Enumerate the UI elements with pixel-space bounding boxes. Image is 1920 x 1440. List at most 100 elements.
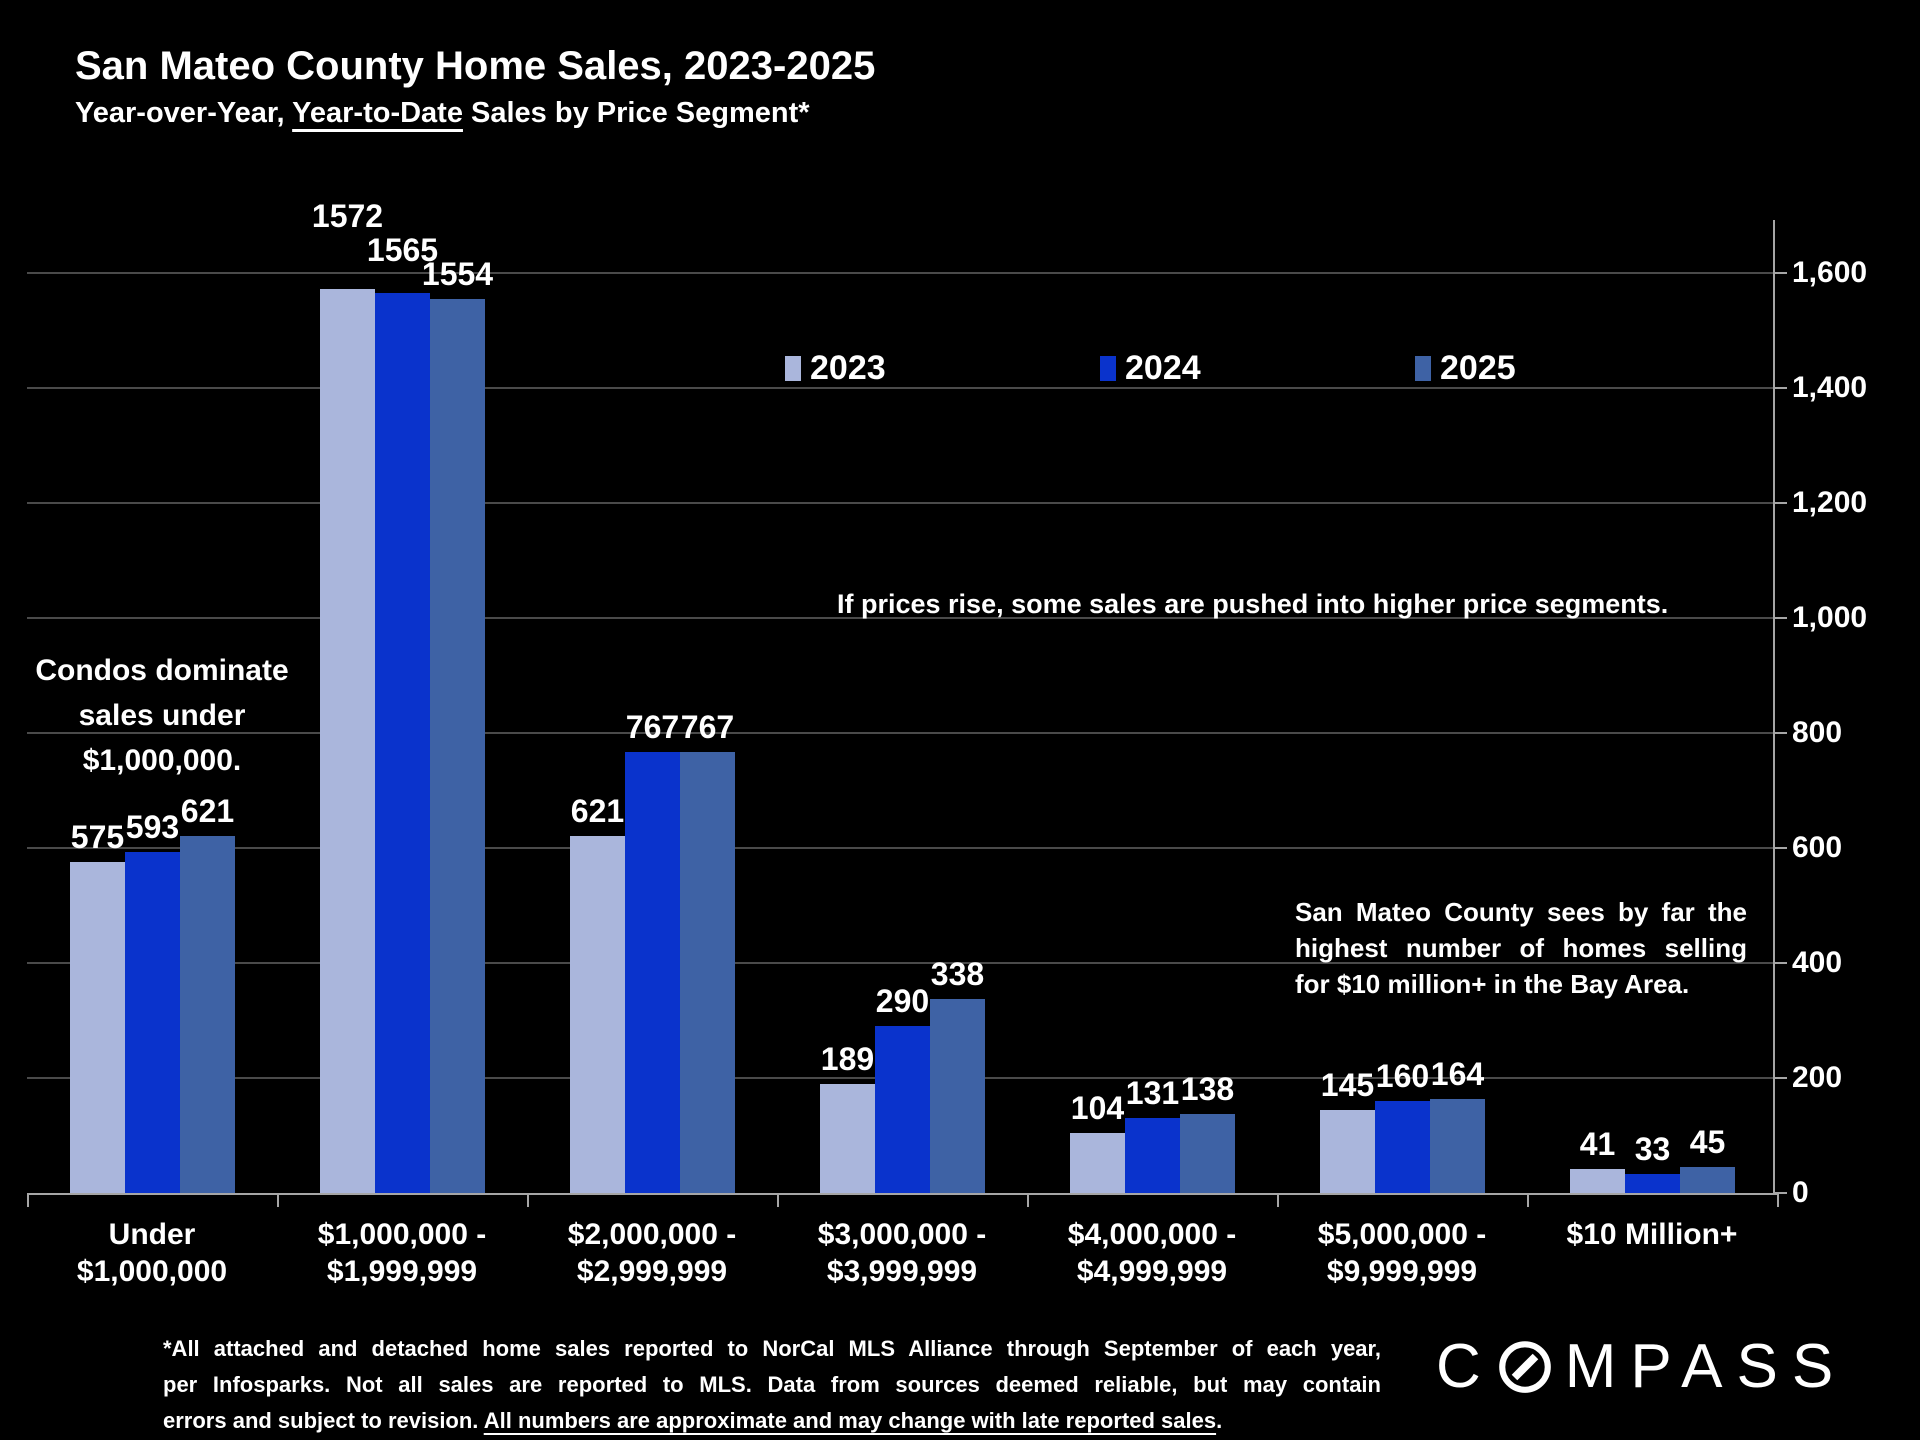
x-tick-2 bbox=[527, 1195, 529, 1207]
annotation-condos-line3: $1,000,000. bbox=[82, 744, 242, 777]
subtitle-prefix: Year-over-Year, bbox=[75, 97, 293, 129]
category-line: $1,999,999 bbox=[326, 1255, 478, 1288]
bar-value-2025-group5: 138 bbox=[1180, 1071, 1235, 1107]
category-label-7: $10 Million+ bbox=[1567, 1216, 1738, 1253]
category-label-3: $2,000,000 - $2,999,999 bbox=[568, 1216, 736, 1290]
x-axis-line bbox=[27, 1193, 1779, 1195]
category-line: $3,000,000 - bbox=[817, 1218, 987, 1251]
bar-2024-group7 bbox=[1625, 1174, 1680, 1193]
category-line: $4,999,999 bbox=[1076, 1255, 1228, 1288]
category-line: $4,000,000 - bbox=[1067, 1218, 1237, 1251]
annotation-ten-line2: highest number of homes selling bbox=[1295, 933, 1747, 963]
annotation-condos: Condos dominate sales under $1,000,000. bbox=[33, 648, 291, 783]
bar-2023-group3 bbox=[570, 836, 625, 1193]
x-tick-1 bbox=[277, 1195, 279, 1207]
footnote-line3-underlined: All numbers are approximate and may chan… bbox=[483, 1408, 1217, 1433]
bar-2025-group7 bbox=[1680, 1167, 1735, 1193]
y-axis-label-200: 200 bbox=[1792, 1061, 1843, 1094]
bar-value-2025-group6: 164 bbox=[1430, 1056, 1485, 1092]
y-axis-label-0: 0 bbox=[1792, 1176, 1809, 1209]
bar-2025-group3 bbox=[680, 752, 735, 1193]
footnote-line1: *All attached and detached home sales re… bbox=[163, 1336, 1381, 1361]
category-label-6: $5,000,000 - $9,999,999 bbox=[1318, 1216, 1486, 1290]
category-line: Under bbox=[108, 1218, 196, 1251]
category-line: $9,999,999 bbox=[1326, 1255, 1478, 1288]
legend-swatch-2023 bbox=[785, 355, 801, 381]
bar-2025-group6 bbox=[1430, 1099, 1485, 1193]
category-label-5: $4,000,000 - $4,999,999 bbox=[1068, 1216, 1236, 1290]
x-tick-6 bbox=[1527, 1195, 1529, 1207]
bar-value-2024-group5: 131 bbox=[1125, 1075, 1180, 1111]
y-axis-label-1,400: 1,400 bbox=[1792, 371, 1868, 404]
bar-2023-group5 bbox=[1070, 1133, 1125, 1193]
bar-value-2024-group6: 160 bbox=[1375, 1058, 1430, 1094]
bar-2023-group2 bbox=[320, 289, 375, 1193]
gridline-1400 bbox=[27, 387, 1773, 389]
bar-2025-group2 bbox=[430, 299, 485, 1193]
logo-letters-mpass: MPASS bbox=[1564, 1332, 1848, 1401]
y-tick-400 bbox=[1773, 962, 1787, 964]
subtitle-suffix: Sales by Price Segment* bbox=[462, 97, 810, 129]
bar-value-2023-group2: 1572 bbox=[311, 198, 384, 234]
legend-label-2023: 2023 bbox=[810, 348, 886, 387]
footnote-line3-suffix: . bbox=[1216, 1408, 1223, 1433]
category-label-2: $1,000,000 - $1,999,999 bbox=[318, 1216, 486, 1290]
bar-2025-group5 bbox=[1180, 1114, 1235, 1193]
footnote-line2: per Infosparks. Not all sales are report… bbox=[163, 1372, 1381, 1397]
legend-item-2023: 2023 bbox=[785, 348, 886, 387]
y-axis-label-600: 600 bbox=[1792, 831, 1843, 864]
y-tick-0 bbox=[1773, 1192, 1787, 1194]
bar-2024-group4 bbox=[875, 1026, 930, 1193]
x-tick-0 bbox=[27, 1195, 29, 1207]
legend-label-2025: 2025 bbox=[1440, 348, 1516, 387]
bar-value-2023-group6: 145 bbox=[1320, 1067, 1375, 1103]
bar-value-2023-group7: 41 bbox=[1579, 1126, 1616, 1162]
bar-2023-group1 bbox=[70, 862, 125, 1193]
category-label-1: Under $1,000,000 bbox=[77, 1216, 227, 1290]
x-tick-4 bbox=[1027, 1195, 1029, 1207]
y-axis-label-400: 400 bbox=[1792, 946, 1843, 979]
y-axis-label-1,600: 1,600 bbox=[1792, 256, 1868, 289]
bar-value-2023-group3: 621 bbox=[570, 793, 625, 829]
gridline-600 bbox=[27, 847, 1773, 849]
page-title: San Mateo County Home Sales, 2023-2025 bbox=[75, 44, 876, 88]
y-tick-600 bbox=[1773, 847, 1787, 849]
annotation-ten-line3: for $10 million+ in the Bay Area. bbox=[1295, 969, 1690, 999]
y-tick-800 bbox=[1773, 732, 1787, 734]
footnote-line3-prefix: errors and subject to revision. bbox=[163, 1408, 484, 1433]
bar-2024-group3 bbox=[625, 752, 680, 1193]
bar-value-2025-group3: 767 bbox=[680, 709, 735, 745]
x-tick-7 bbox=[1777, 1195, 1779, 1207]
y-axis-label-1,000: 1,000 bbox=[1792, 601, 1868, 634]
y-tick-200 bbox=[1773, 1077, 1787, 1079]
gridline-800 bbox=[27, 732, 1773, 734]
logo-letter-c: C bbox=[1436, 1332, 1495, 1401]
category-line: $5,000,000 - bbox=[1317, 1218, 1487, 1251]
annotation-prices: If prices rise, some sales are pushed in… bbox=[837, 589, 1669, 619]
gridline-1200 bbox=[27, 502, 1773, 504]
gridline-400 bbox=[27, 962, 1773, 964]
bar-2024-group1 bbox=[125, 852, 180, 1193]
bar-value-2025-group2: 1554 bbox=[421, 256, 494, 292]
bar-value-2023-group1: 575 bbox=[70, 819, 125, 855]
legend-item-2025: 2025 bbox=[1415, 348, 1516, 387]
annotation-condos-line2: sales under bbox=[78, 699, 246, 732]
x-tick-5 bbox=[1277, 1195, 1279, 1207]
annotation-ten-line1: San Mateo County sees by far the bbox=[1295, 897, 1747, 927]
legend-label-2024: 2024 bbox=[1125, 348, 1201, 387]
footnote-line3: errors and subject to revision. All numb… bbox=[163, 1403, 1381, 1439]
bar-2023-group4 bbox=[820, 1084, 875, 1193]
legend-item-2024: 2024 bbox=[1100, 348, 1201, 387]
bar-value-2024-group2: 1565 bbox=[366, 232, 439, 268]
y-axis-line bbox=[1773, 220, 1775, 1195]
bar-2024-group5 bbox=[1125, 1118, 1180, 1193]
y-tick-1,200 bbox=[1773, 502, 1787, 504]
annotation-ten-million: San Mateo County sees by far the highest… bbox=[1295, 894, 1747, 1002]
y-axis-label-1,200: 1,200 bbox=[1792, 486, 1868, 519]
bar-2024-group6 bbox=[1375, 1101, 1430, 1193]
compass-o-needle-icon bbox=[1498, 1340, 1551, 1393]
bar-2024-group2 bbox=[375, 293, 430, 1193]
y-axis-label-800: 800 bbox=[1792, 716, 1843, 749]
